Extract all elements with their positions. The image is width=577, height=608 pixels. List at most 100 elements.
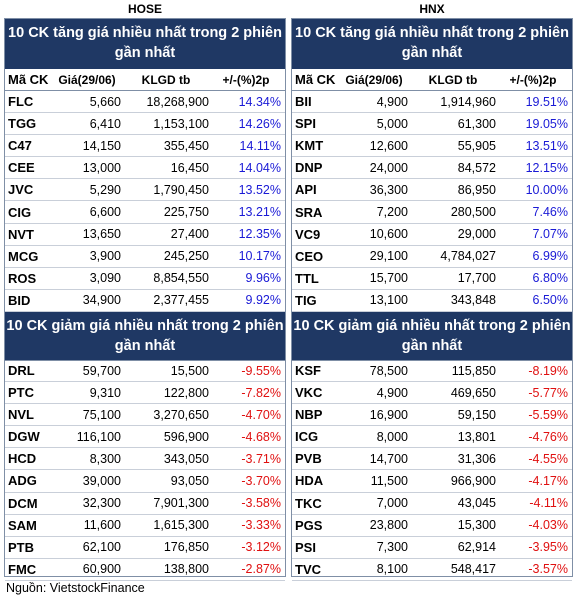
stock-change: 13.51%	[525, 138, 568, 153]
column-header-row: Mã CK Giá(29/06) KLGD tb +/-(%)2p	[5, 69, 285, 91]
stock-change: 14.11%	[239, 138, 281, 153]
stock-symbol: TGG	[8, 116, 37, 132]
stock-price: 32,300	[82, 496, 121, 511]
stock-volume: 280,500	[450, 205, 496, 220]
stock-volume: 59,150	[457, 407, 496, 422]
stock-change: 19.51%	[525, 94, 568, 109]
stock-symbol: SRA	[295, 204, 323, 220]
stock-volume: 548,417	[450, 562, 496, 577]
stock-symbol: DCM	[8, 495, 38, 511]
stock-volume: 469,650	[450, 385, 496, 400]
table-row: JVC 5,290 1,790,450 13.52%	[5, 179, 285, 202]
stock-symbol: DRL	[8, 363, 35, 379]
table-row: DNP 24,000 84,572 12.15%	[292, 157, 572, 180]
stock-volume: 86,950	[457, 182, 496, 197]
stock-change: 9.96%	[245, 271, 281, 286]
table-row: SPI 5,000 61,300 19.05%	[292, 113, 572, 136]
stock-change: -3.33%	[241, 518, 281, 533]
stock-price: 5,660	[89, 94, 121, 109]
stock-price: 34,900	[82, 293, 121, 308]
table-row: NVT 13,650 27,400 12.35%	[5, 224, 285, 246]
stock-price: 7,300	[376, 540, 408, 555]
stock-price: 8,000	[376, 429, 408, 444]
stock-symbol: PTC	[8, 385, 34, 401]
stock-symbol: TKC	[295, 495, 322, 511]
table-row: ICG 8,000 13,801 -4.76%	[292, 426, 572, 449]
stock-change: 7.07%	[532, 227, 568, 242]
stock-price: 6,410	[89, 116, 121, 131]
stock-symbol: PTB	[8, 539, 34, 555]
stock-change: -3.57%	[528, 562, 568, 577]
losers-list: KSF 78,500 115,850 -8.19% VKC 4,900 469,650 -5.…	[292, 359, 572, 581]
stock-volume: 138,800	[163, 562, 209, 577]
stock-price: 23,800	[369, 518, 408, 533]
table-row: DCM 32,300 7,901,300 -3.58%	[5, 493, 285, 515]
stock-price: 3,900	[89, 249, 121, 264]
stock-change: -7.82%	[241, 385, 281, 400]
stock-symbol: HCD	[8, 451, 37, 467]
stock-change: -5.59%	[528, 407, 568, 422]
stock-price: 24,000	[369, 160, 408, 175]
stock-change: 9.92%	[245, 293, 281, 308]
stock-volume: 29,000	[457, 227, 496, 242]
losers-title: 10 CK giảm giá nhiều nhất trong 2 phiên …	[5, 311, 285, 360]
stock-price: 9,310	[89, 385, 121, 400]
stock-symbol: ICG	[295, 429, 319, 445]
stock-symbol: DNP	[295, 160, 323, 176]
stock-price: 12,600	[369, 138, 408, 153]
hose-panel: 10 CK tăng giá nhiều nhất trong 2 phiên …	[4, 18, 286, 581]
table-row: PGS 23,800 15,300 -4.03%	[292, 515, 572, 537]
stock-price: 5,000	[376, 116, 408, 131]
table-row: FLC 5,660 18,268,900 14.34%	[5, 91, 285, 114]
stock-change: 12.15%	[525, 160, 568, 175]
stock-symbol: JVC	[8, 182, 34, 198]
header-change: +/-(%)2p	[509, 72, 557, 87]
table-row: TTL 15,700 17,700 6.80%	[292, 268, 572, 290]
stock-symbol: PVB	[295, 451, 322, 467]
stock-symbol: FMC	[8, 561, 37, 577]
stock-price: 11,500	[370, 473, 408, 488]
stock-symbol: DGW	[8, 429, 40, 445]
exchange-label-hnx: HNX	[419, 2, 445, 16]
stock-symbol: BID	[8, 292, 31, 308]
column-header-row: Mã CK Giá(29/06) KLGD tb +/-(%)2p	[292, 69, 572, 91]
table-row: TKC 7,000 43,045 -4.11%	[292, 493, 572, 515]
stock-change: 14.04%	[238, 160, 281, 175]
stock-price: 7,000	[376, 496, 408, 511]
stock-volume: 55,905	[457, 138, 496, 153]
table-row: PSI 7,300 62,914 -3.95%	[292, 537, 572, 559]
stock-volume: 7,901,300	[153, 496, 209, 511]
stock-volume: 31,306	[457, 451, 496, 466]
stock-price: 78,500	[369, 363, 408, 378]
table-row: PTC 9,310 122,800 -7.82%	[5, 382, 285, 405]
stock-price: 7,200	[376, 205, 408, 220]
stock-symbol: TIG	[295, 292, 317, 308]
exchange-label-hose: HOSE	[127, 2, 162, 16]
stock-volume: 176,850	[163, 540, 209, 555]
stock-volume: 122,800	[163, 385, 209, 400]
stock-change: 6.80%	[532, 271, 568, 286]
stock-price: 4,900	[376, 385, 408, 400]
table-row: TVC 8,100 548,417 -3.57%	[292, 559, 572, 581]
stock-volume: 2,377,455	[153, 293, 209, 308]
gainers-list: FLC 5,660 18,268,900 14.34% TGG 6,410 1,153,10…	[5, 91, 285, 312]
stock-change: -5.77%	[528, 385, 568, 400]
stock-volume: 596,900	[163, 429, 209, 444]
stock-symbol: KMT	[295, 138, 324, 154]
stock-volume: 18,268,900	[146, 94, 209, 109]
table-row: CEO 29,100 4,784,027 6.99%	[292, 246, 572, 268]
table-row: TGG 6,410 1,153,100 14.26%	[5, 113, 285, 136]
stock-symbol: CIG	[8, 204, 32, 220]
stock-symbol: ADG	[8, 473, 37, 489]
stock-volume: 343,050	[163, 451, 209, 466]
header-change: +/-(%)2p	[222, 72, 270, 87]
stock-change: 10.17%	[238, 249, 281, 264]
table-row: KSF 78,500 115,850 -8.19%	[292, 359, 572, 383]
table-row: NVL 75,100 3,270,650 -4.70%	[5, 404, 285, 427]
stock-volume: 43,045	[457, 496, 496, 511]
stock-volume: 115,850	[451, 363, 496, 378]
stock-volume: 15,500	[170, 363, 209, 378]
losers-list: DRL 59,700 15,500 -9.55% PTC 9,310 122,800 -7.8…	[5, 359, 285, 581]
stock-volume: 355,450	[163, 138, 209, 153]
stock-volume: 61,300	[457, 116, 496, 131]
